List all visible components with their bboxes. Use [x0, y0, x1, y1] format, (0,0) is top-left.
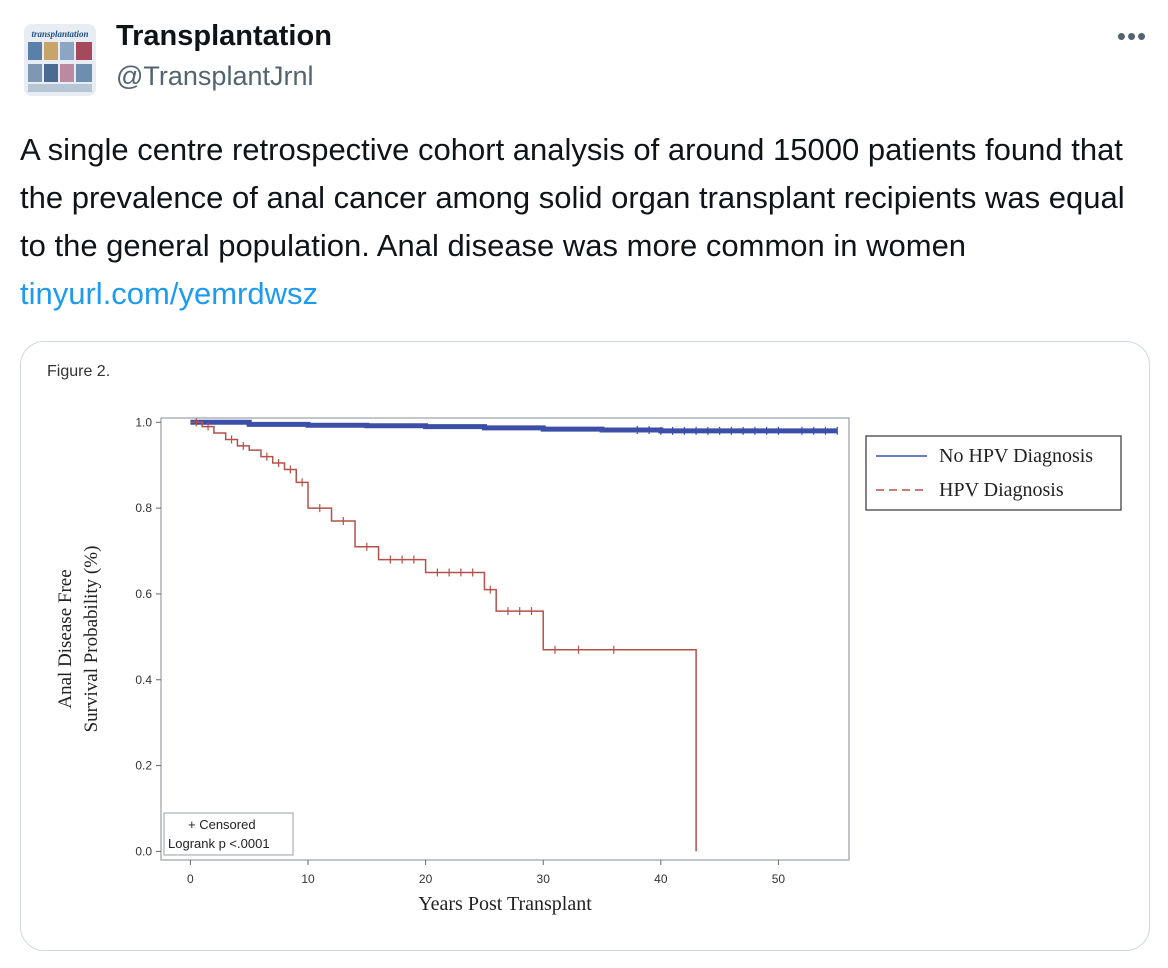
- y-tick-label: 1.0: [135, 415, 152, 429]
- survival-chart: Figure 2. 0.0 0.2 0.4 0.6 0.8 1.0 0 10 20 30 40 50…: [47, 363, 1122, 915]
- y-tick-label: 0.0: [135, 844, 152, 858]
- author-handle[interactable]: @TransplantJrnl: [116, 61, 314, 91]
- tweet-link[interactable]: tinyurl.com/yemrdwsz: [20, 276, 318, 311]
- figure-label: Figure 2.: [47, 363, 110, 380]
- y-tick-label: 0.4: [135, 673, 152, 687]
- legend-label-hpv: HPV Diagnosis: [939, 479, 1064, 501]
- y-axis-title-line1: Anal Disease Free: [55, 569, 76, 708]
- logrank-label: Logrank p <.0001: [168, 836, 270, 851]
- tweet-body: A single centre retrospective cohort ana…: [20, 132, 1125, 263]
- x-tick-label: 50: [772, 872, 786, 886]
- series-legend: [865, 435, 1122, 511]
- y-tick-label: 0.8: [135, 501, 152, 515]
- avatar-logo-text: transplantation: [31, 29, 88, 39]
- author-name[interactable]: Transplantation: [116, 20, 332, 52]
- avatar[interactable]: transplantation: [24, 24, 96, 96]
- tweet-media-image[interactable]: Figure 2. 0.0 0.2 0.4 0.6 0.8 1.0 0 10 20 30 40 50…: [20, 341, 1150, 951]
- x-tick-label: 10: [301, 872, 315, 886]
- y-axis-title-line2: Survival Probability (%): [81, 546, 102, 733]
- legend-label-no-hpv: No HPV Diagnosis: [939, 445, 1093, 467]
- x-tick-label: 30: [537, 872, 551, 886]
- x-tick-label: 0: [187, 872, 194, 886]
- x-axis-title: Years Post Transplant: [418, 893, 592, 915]
- x-tick-label: 40: [654, 872, 668, 886]
- more-options-icon[interactable]: •••: [1116, 21, 1148, 51]
- x-tick-label: 20: [419, 872, 433, 886]
- tweet-text: A single centre retrospective cohort ana…: [20, 126, 1140, 318]
- plot-frame: [160, 417, 850, 861]
- y-tick-label: 0.6: [135, 587, 152, 601]
- censored-legend-box: [163, 812, 294, 856]
- y-tick-label: 0.2: [135, 759, 152, 773]
- km-curve-hpv: [190, 421, 697, 852]
- km-curve-no-hpv: [190, 419, 838, 434]
- censored-label: + Censored: [188, 817, 256, 832]
